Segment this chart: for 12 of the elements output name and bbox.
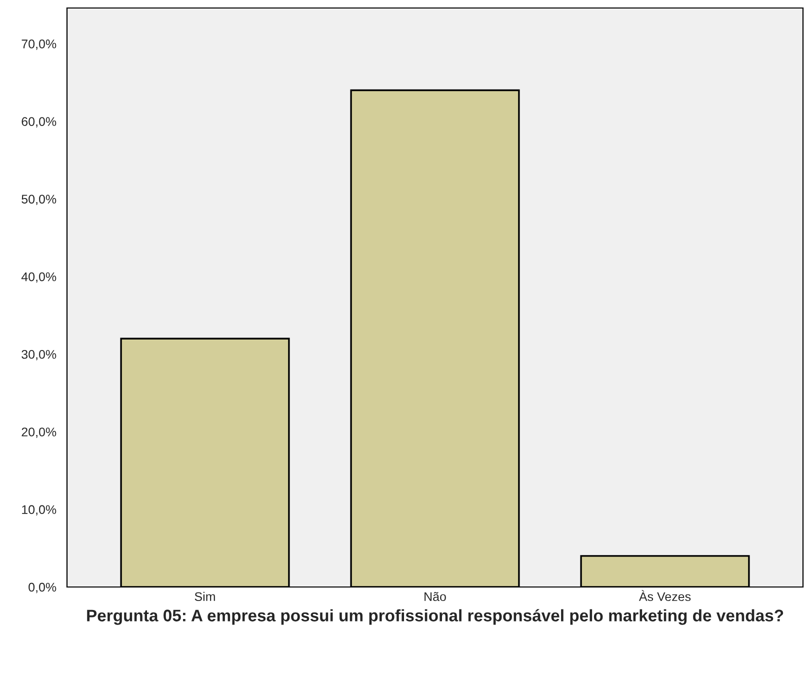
- y-tick-label: 30,0%: [22, 350, 56, 360]
- y-tick-label: 40,0%: [21, 272, 56, 283]
- x-tick-label: Sim: [194, 592, 215, 602]
- x-tick-label: Às Vezes: [638, 590, 691, 602]
- y-tick-label: 50,0%: [22, 194, 56, 206]
- x-tick-label: Não: [424, 592, 446, 602]
- y-tick-label: 20,0%: [22, 428, 56, 438]
- y-tick-label: 10,0%: [22, 505, 56, 516]
- y-tick-label: 60,0%: [22, 117, 56, 128]
- y-tick-label: 70,0%: [22, 40, 56, 50]
- x-axis-title: Pergunta 05: A empresa possui um profissional responsável pelo marketing de vendas?: [87, 609, 784, 625]
- y-tick-label: 0,0%: [28, 582, 56, 594]
